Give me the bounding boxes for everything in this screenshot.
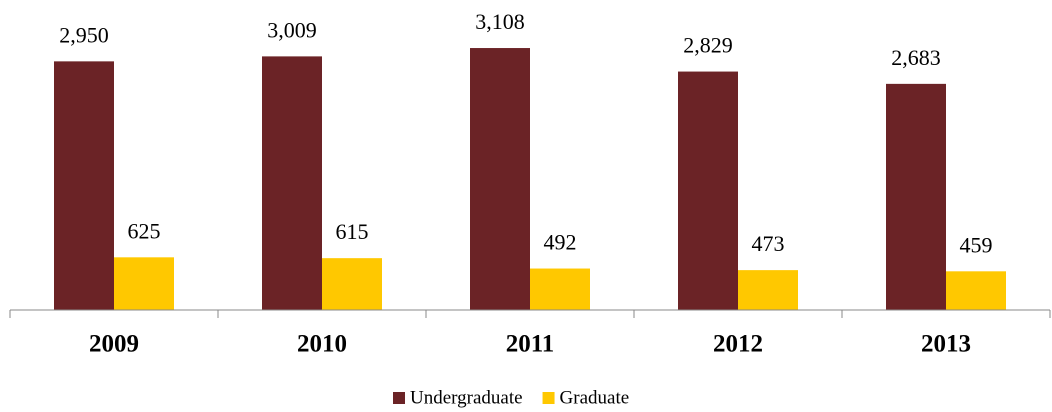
value-label: 3,108 xyxy=(475,9,525,34)
value-label: 2,829 xyxy=(683,33,733,58)
value-label: 473 xyxy=(752,231,785,256)
value-label: 2,683 xyxy=(891,45,941,70)
bar xyxy=(470,48,530,310)
bar xyxy=(322,258,382,310)
x-tick-label: 2012 xyxy=(713,331,763,358)
legend-label: Graduate xyxy=(560,387,630,408)
bar xyxy=(114,257,174,310)
legend-swatch xyxy=(542,392,555,404)
value-label: 459 xyxy=(960,232,993,257)
bar xyxy=(530,268,590,310)
legend-swatch xyxy=(393,392,405,404)
x-tick-label: 2011 xyxy=(506,331,555,358)
x-tick-label: 2010 xyxy=(297,331,347,358)
bar xyxy=(678,71,738,310)
value-label: 615 xyxy=(336,219,369,244)
bar xyxy=(262,56,322,311)
legend-label: Undergraduate xyxy=(410,387,523,408)
bar xyxy=(54,61,114,310)
x-tick-label: 2009 xyxy=(89,331,139,358)
value-label: 625 xyxy=(128,218,161,243)
bar xyxy=(738,270,798,310)
value-label: 492 xyxy=(544,230,577,255)
x-tick-label: 2013 xyxy=(921,331,971,358)
value-label: 2,950 xyxy=(59,22,109,47)
bar xyxy=(886,83,946,311)
bar xyxy=(946,271,1006,310)
value-label: 3,009 xyxy=(267,17,317,42)
